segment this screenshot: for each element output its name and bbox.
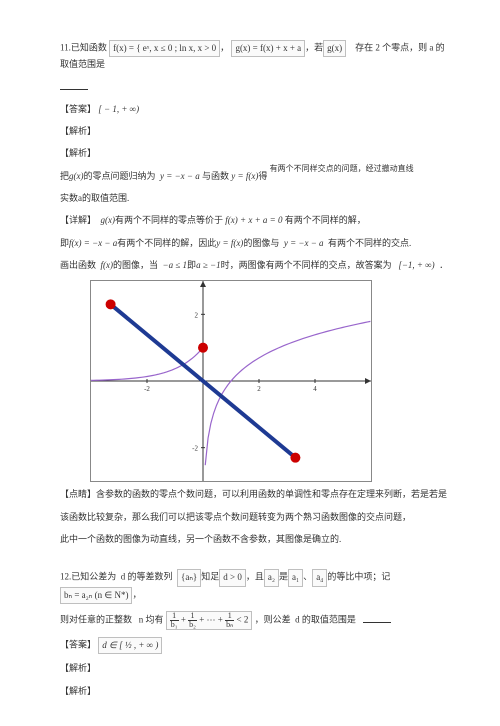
t: f(x) = −x − a bbox=[69, 238, 117, 248]
t: a₄ bbox=[312, 569, 327, 586]
q12-line2: 则对任意的正整数 n 均有 1b₁ + 1b₂ + ⋯ + 1bₙ < 2 ，则… bbox=[60, 611, 450, 630]
t: 即 bbox=[60, 238, 69, 248]
t: 、 bbox=[303, 572, 312, 582]
t: 即 bbox=[187, 260, 196, 270]
t: y = −x − a bbox=[160, 171, 200, 181]
q11-gx: g(x) bbox=[323, 40, 346, 57]
q12-sum: 1b₁ + 1b₂ + ⋯ + 1bₙ < 2 bbox=[166, 611, 253, 630]
t: d 的取值范围是 bbox=[295, 615, 356, 625]
t: a₁ bbox=[288, 569, 303, 586]
t: f(x) + x + a = 0 bbox=[225, 215, 282, 225]
dj-lbl: 【点睛】 bbox=[60, 489, 96, 499]
t: a ≥ −1 bbox=[196, 260, 221, 270]
t: f(x) bbox=[101, 260, 114, 270]
q11-intro-a: 11.已知函数 bbox=[60, 43, 107, 53]
t: 含参数的函数的零点个数问题，可以利用函数的单调性和零点存在定理来列断，若是若是 bbox=[96, 489, 447, 499]
t: 12.已知公差为 bbox=[60, 572, 116, 582]
q11-detail-line2: 即f(x) = −x − a有两个不同样的解，因此y = f(x)的图像与 y … bbox=[60, 236, 450, 251]
t: 知足 bbox=[201, 572, 219, 582]
t: 有两个不同样交点的问题，经过撤动直线 bbox=[270, 164, 414, 173]
q11-intro-b: ， bbox=[220, 43, 229, 53]
t: ，且 bbox=[246, 572, 264, 582]
t: bₙ bbox=[225, 621, 234, 629]
q11-gdef: g(x) = f(x) + x + a bbox=[231, 40, 305, 57]
t: 的等比中项；记 bbox=[327, 572, 390, 582]
q12-statement: 12.已知公差为 d 的等差数列 {aₙ}知足d > 0，且a₂是a₁、a₄的等… bbox=[60, 569, 450, 604]
t: a₂ bbox=[264, 569, 279, 586]
q11-dianjing-2: 该函数比较复杂，那么我们可以把该零点个数问题转变为两个熟习函数图像的交点问题， bbox=[60, 510, 450, 525]
svg-text:-2: -2 bbox=[192, 445, 198, 453]
q11-fenxi-label: 【解析】 bbox=[60, 146, 450, 161]
graph-svg: -2 2 4 -2 2 bbox=[91, 281, 371, 481]
answer-label: 【答案】 bbox=[60, 104, 96, 114]
t: 时，两图像有两个不同样的交点，故答案为 bbox=[221, 260, 392, 270]
svg-text:2: 2 bbox=[195, 312, 199, 320]
q11-graph: -2 2 4 -2 2 bbox=[90, 280, 372, 482]
q12-jiexi: 【解析】 bbox=[60, 661, 450, 676]
q11-jiexi-label: 【解析】 bbox=[60, 124, 450, 139]
t: {aₙ} bbox=[177, 569, 201, 586]
t: [−1, + ∞) bbox=[398, 260, 434, 270]
t: g(x) bbox=[101, 215, 116, 225]
t: −a ≤ 1 bbox=[163, 260, 188, 270]
fenxi-lbl: 【解析】 bbox=[60, 148, 96, 158]
page-container: 11.已知函数 f(x) = { eˣ, x ≤ 0 ; ln x, x > 0… bbox=[0, 0, 500, 726]
svg-text:2: 2 bbox=[257, 385, 261, 393]
jiexi-lbl: 【解析】 bbox=[60, 126, 96, 136]
q11-answer-value: [ − 1, + ∞) bbox=[98, 104, 139, 114]
t: 有两个不同样的零点等价于 bbox=[115, 215, 223, 225]
t: 则对任意的正整数 bbox=[60, 615, 132, 625]
svg-text:-2: -2 bbox=[144, 385, 150, 393]
t: 有两个不同样的交点. bbox=[328, 238, 411, 248]
q11-detail-line1: 【详解】 g(x)有两个不同样的零点等价于 f(x) + x + a = 0 有… bbox=[60, 213, 450, 228]
t: d > 0 bbox=[219, 569, 246, 586]
t: 有两个不同样的解，因此 bbox=[117, 238, 216, 248]
t: + ⋯ + bbox=[199, 615, 223, 625]
q11-statement: 11.已知函数 f(x) = { eˣ, x ≤ 0 ; ln x, x > 0… bbox=[60, 40, 450, 73]
t: 的零点问题归纳为 bbox=[84, 171, 156, 181]
t: b₂ bbox=[188, 621, 197, 629]
t: ， bbox=[132, 589, 141, 599]
q11-answer: 【答案】 [ − 1, + ∞) bbox=[60, 102, 450, 117]
svg-text:4: 4 bbox=[313, 385, 317, 393]
t: n 均有 bbox=[139, 615, 164, 625]
t: 画出函数 bbox=[60, 260, 96, 270]
t: b₁ bbox=[170, 621, 179, 629]
t: 有两个不同样的解， bbox=[285, 215, 366, 225]
t: 把 bbox=[60, 171, 69, 181]
t: 与函数 bbox=[202, 171, 229, 181]
q11-dianjing-1: 【点睛】含参数的函数的零点个数问题，可以利用函数的单调性和零点存在定理来列断，若… bbox=[60, 487, 450, 502]
q11-detail-line3: 画出函数 f(x)的图像，当 −a ≤ 1即a ≥ −1时，两图像有两个不同样的… bbox=[60, 258, 450, 273]
t: g(x) bbox=[69, 171, 84, 181]
q11-intro-c: ，若 bbox=[305, 43, 323, 53]
t: 的图像，当 bbox=[113, 260, 158, 270]
t: d 的等差数列 bbox=[121, 572, 173, 582]
xj-lbl: 【详解】 bbox=[60, 215, 96, 225]
t: 是 bbox=[279, 572, 288, 582]
q11-blank bbox=[60, 80, 450, 95]
t: ． bbox=[439, 260, 448, 270]
t: bₙ = a₂ₙ (n ∈ N*) bbox=[60, 587, 132, 604]
q12-blank bbox=[363, 614, 391, 623]
t: y = f(x) bbox=[231, 171, 258, 181]
q11-fdef: f(x) = { eˣ, x ≤ 0 ; ln x, x > 0 bbox=[109, 40, 220, 57]
ans-lbl: 【答案】 bbox=[60, 640, 96, 650]
t: < 2 bbox=[237, 615, 249, 625]
t: 得 bbox=[258, 171, 267, 181]
q12-answer-value: d ∈ [ ½ , + ∞ ) bbox=[98, 637, 162, 654]
t: y = f(x) bbox=[216, 238, 243, 248]
t: 的图像与 bbox=[243, 238, 279, 248]
t: ，则公差 bbox=[255, 615, 291, 625]
q11-dianjing-3: 此中一个函数的图像为动直线，另一个函数不含参数，其图像是确立的. bbox=[60, 532, 450, 547]
q12-answer: 【答案】 d ∈ [ ½ , + ∞ ) bbox=[60, 637, 450, 654]
t: y = −x − a bbox=[284, 238, 324, 248]
q11-analysis-line1: 把g(x)的零点问题归纳为 y = −x − a 与函数 y = f(x)得 有… bbox=[60, 169, 450, 184]
q12-jiexi2: 【解析】 bbox=[60, 684, 450, 699]
q11-analysis-line2: 实数a的取值范围. bbox=[60, 191, 450, 206]
